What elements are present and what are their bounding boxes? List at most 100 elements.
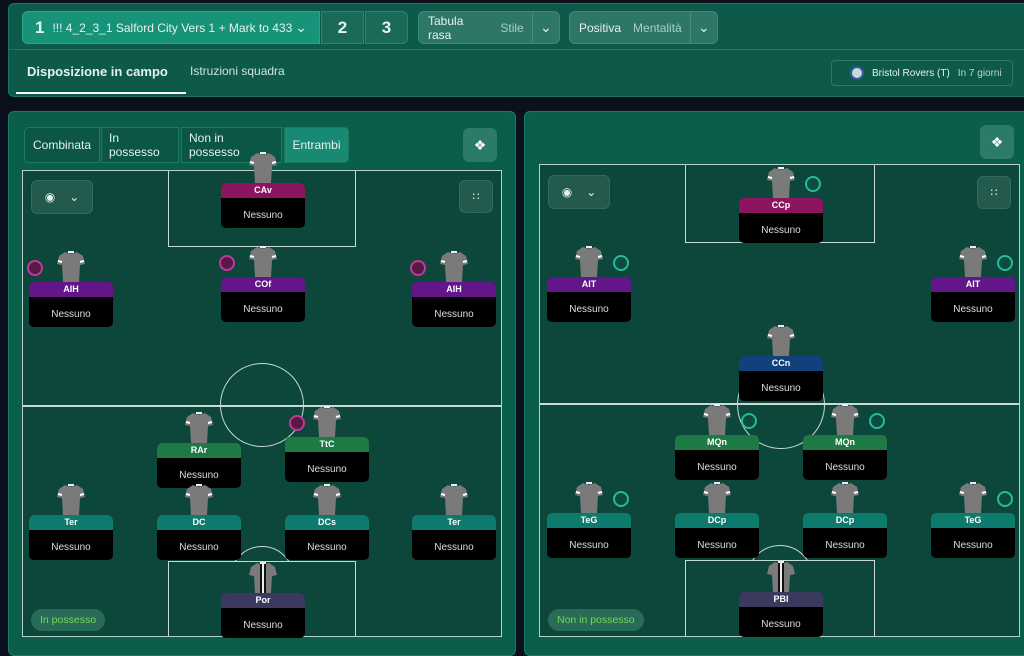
player-name: Nessuno (243, 620, 283, 631)
phase-label: In possesso (31, 609, 106, 631)
player-role: MQn (803, 435, 887, 450)
mentality-dropdown[interactable]: Positiva Mentalità ⌄ (569, 11, 718, 44)
shirt-icon (55, 483, 87, 515)
view-dropdown[interactable]: ◉ ⌄ (548, 175, 610, 209)
player-name: Nessuno (761, 383, 801, 394)
halfway-line (23, 405, 501, 407)
player-name: Nessuno (569, 540, 609, 551)
player-card[interactable]: MQn Nessuno (803, 404, 887, 480)
player-card[interactable]: DCs Nessuno (285, 484, 369, 560)
player-name: Nessuno (953, 304, 993, 315)
player-role: RAr (157, 443, 241, 458)
player-card[interactable]: DCp Nessuno (803, 482, 887, 558)
role-duty-icon (219, 255, 235, 271)
tactic-slot-3[interactable]: 3 (365, 11, 408, 44)
player-name: Nessuno (179, 542, 219, 553)
player-card[interactable]: CAv Nessuno (221, 152, 305, 228)
player-role: Ter (412, 515, 496, 530)
shirt-icon (311, 483, 343, 515)
player-role: AIT (547, 277, 631, 292)
active-tab-indicator (16, 92, 186, 94)
segment-entrambi[interactable]: Entrambi (284, 127, 349, 163)
shirt-icon (829, 481, 861, 513)
player-name: Nessuno (243, 210, 283, 221)
player-card[interactable]: AIT Nessuno (547, 246, 631, 322)
goalkeeper-shirt-icon (765, 560, 797, 592)
player-card[interactable]: Ter Nessuno (412, 484, 496, 560)
player-card[interactable]: CCn Nessuno (739, 325, 823, 401)
chevron-down-icon: ⌄ (295, 19, 307, 35)
chevron-down-icon: ⌄ (586, 185, 597, 199)
player-card[interactable]: TeG Nessuno (931, 482, 1015, 558)
player-role: AIT (931, 277, 1015, 292)
player-role: PBI (739, 592, 823, 607)
role-duty-icon (613, 255, 629, 271)
player-card[interactable]: DCp Nessuno (675, 482, 759, 558)
player-card[interactable]: DC Nessuno (157, 484, 241, 560)
role-duty-icon (997, 491, 1013, 507)
player-name: Nessuno (179, 470, 219, 481)
halfway-line (540, 403, 1019, 405)
player-card[interactable]: MQn Nessuno (675, 404, 759, 480)
player-role: TeG (547, 513, 631, 528)
shirt-icon (247, 245, 279, 277)
segment-combinata[interactable]: Combinata (24, 127, 100, 163)
player-card[interactable]: AIT Nessuno (931, 246, 1015, 322)
club-crest-icon (850, 66, 864, 80)
phase-label: Non in possesso (548, 609, 644, 631)
player-card[interactable]: AIH Nessuno (410, 251, 496, 327)
role-duty-icon (27, 260, 43, 276)
player-role: CCn (739, 356, 823, 371)
style-dropdown[interactable]: Tabula rasa Stile ⌄ (418, 11, 560, 44)
view-dropdown[interactable]: ◉ ⌄ (31, 180, 93, 214)
mentality-value: Positiva (579, 20, 622, 35)
player-name: Nessuno (307, 464, 347, 475)
player-role: CAv (221, 183, 305, 198)
goalkeeper-shirt-icon (247, 561, 279, 593)
player-name: Nessuno (307, 542, 347, 553)
chevron-down-icon: ⌄ (69, 190, 80, 204)
player-card[interactable]: Por Nessuno (221, 562, 305, 638)
grid-icon[interactable]: ∷ (459, 180, 493, 213)
eye-icon: ◉ (44, 190, 56, 204)
player-card[interactable]: PBI Nessuno (739, 561, 823, 637)
fixture-time: In 7 giorni (957, 67, 1002, 79)
tab-disposizione[interactable]: Disposizione in campo (27, 64, 168, 79)
shirt-icon (957, 245, 989, 277)
player-card[interactable]: TtC Nessuno (285, 406, 369, 482)
role-duty-icon (997, 255, 1013, 271)
player-name: Nessuno (51, 309, 91, 320)
player-name: Nessuno (569, 304, 609, 315)
player-role: COf (221, 277, 305, 292)
tab-istruzioni[interactable]: Istruzioni squadra (190, 64, 285, 78)
tactic-slot-2[interactable]: 2 (321, 11, 364, 44)
role-duty-icon (805, 176, 821, 192)
next-fixture[interactable]: Bristol Rovers (T) In 7 giorni (831, 60, 1013, 86)
player-role: AIH (412, 282, 496, 297)
divider (9, 49, 1024, 50)
style-label: Stile (500, 20, 524, 35)
player-role: MQn (675, 435, 759, 450)
player-role: TtC (285, 437, 369, 452)
player-card[interactable]: AIH Nessuno (27, 251, 113, 327)
player-card[interactable]: COf Nessuno (219, 246, 305, 322)
player-name: Nessuno (953, 540, 993, 551)
role-duty-icon (741, 413, 757, 429)
swap-icon[interactable]: ❖ (980, 125, 1014, 159)
player-card[interactable]: TeG Nessuno (547, 482, 631, 558)
player-card[interactable]: Ter Nessuno (29, 484, 113, 560)
mentality-label: Mentalità (633, 20, 682, 35)
grid-icon[interactable]: ∷ (977, 176, 1011, 209)
shirt-icon (183, 411, 215, 443)
player-card[interactable]: CCp Nessuno (739, 167, 823, 243)
player-card[interactable]: RAr Nessuno (157, 412, 241, 488)
segment-in-possesso[interactable]: In possesso (101, 127, 179, 163)
player-name: Nessuno (825, 462, 865, 473)
tactics-header: 1 !!! 4_2_3_1 Salford City Vers 1 + Mark… (8, 3, 1024, 97)
tactic-selector[interactable]: 1 !!! 4_2_3_1 Salford City Vers 1 + Mark… (22, 11, 320, 44)
swap-icon[interactable]: ❖ (463, 128, 497, 162)
shirt-icon (438, 483, 470, 515)
player-role: DC (157, 515, 241, 530)
chevron-down-icon: ⌄ (531, 12, 559, 43)
player-name: Nessuno (434, 309, 474, 320)
